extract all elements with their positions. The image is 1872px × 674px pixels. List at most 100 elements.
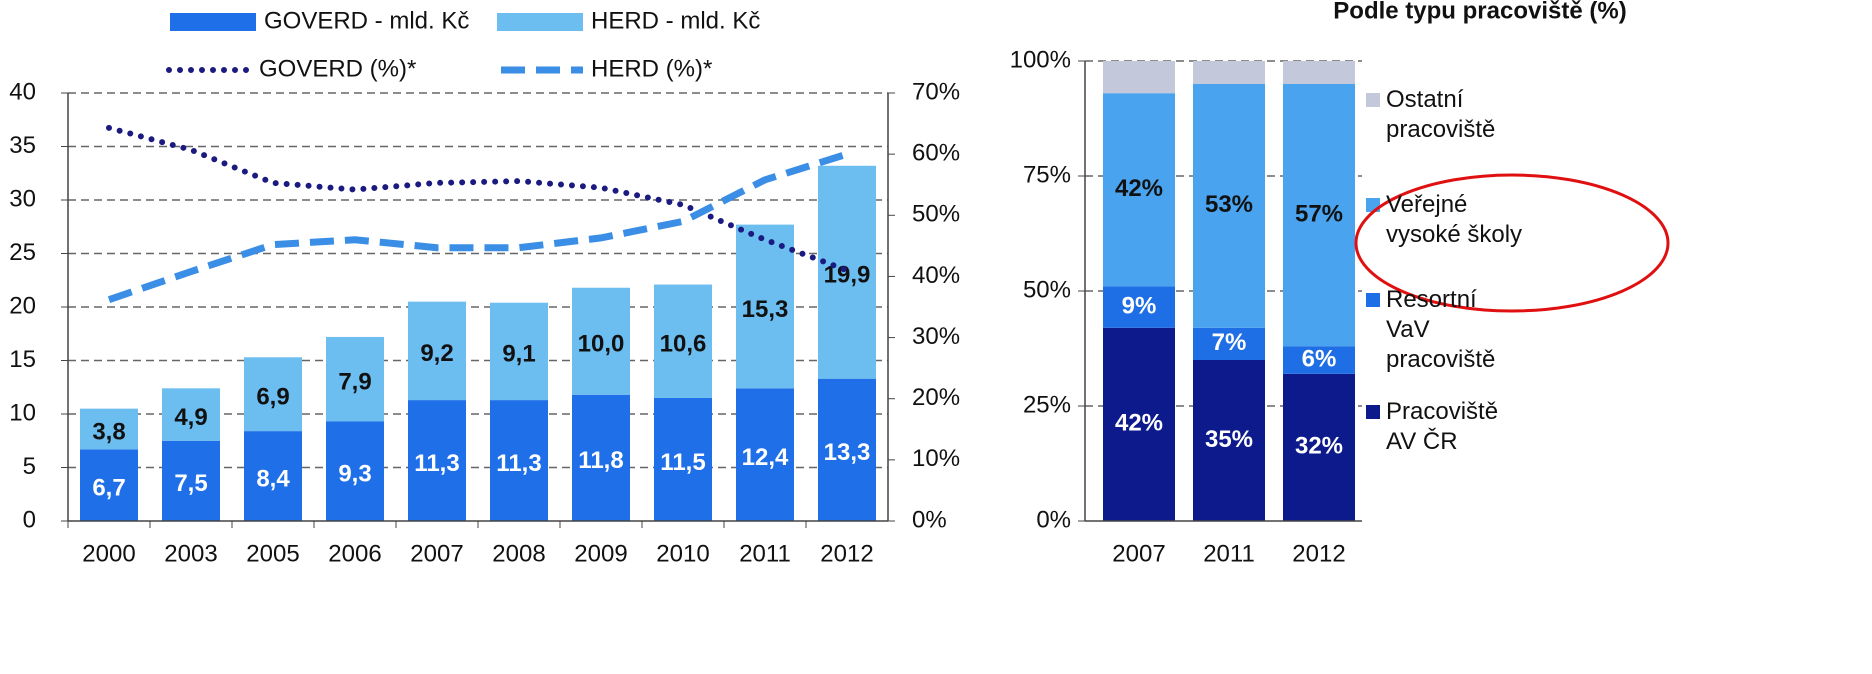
y-tick-label: 35 [9, 132, 36, 159]
y2-tick-label: 30% [912, 323, 960, 350]
bar-segment [1283, 84, 1355, 347]
y2-tick-label: 60% [912, 139, 960, 166]
line-series [107, 150, 849, 303]
x-tick-label: 2012 [820, 540, 873, 567]
bar [736, 224, 794, 389]
value-label: 15,3 [742, 296, 789, 323]
bar [736, 388, 794, 521]
y-tick-label: 25 [9, 239, 36, 266]
bar [572, 287, 630, 395]
x-tick-label: 2000 [82, 540, 135, 567]
y-tick-label: 30 [9, 185, 36, 212]
y-tick-label: 75% [1023, 161, 1071, 188]
legend-swatch [1366, 93, 1380, 107]
bar-segment [1103, 286, 1175, 328]
value-label: 7% [1212, 329, 1247, 356]
bar-segment [1103, 61, 1175, 94]
y2-tick-label: 40% [912, 262, 960, 289]
value-label: 9% [1122, 292, 1157, 319]
chart-title: Podle typu pracoviště (%) [1333, 0, 1626, 24]
bar-segment [1193, 360, 1265, 521]
value-label: 42% [1115, 410, 1163, 437]
x-tick-label: 2005 [246, 540, 299, 567]
value-label: 9,2 [420, 340, 453, 367]
legend-label: HERD (%)* [591, 55, 712, 82]
value-label: 7,5 [174, 470, 207, 497]
x-tick-label: 2010 [656, 540, 709, 567]
bar [408, 400, 466, 521]
bar-segment [1283, 373, 1355, 521]
value-label: 9,3 [338, 461, 371, 488]
x-tick-label: 2007 [1112, 540, 1165, 567]
x-tick-label: 2008 [492, 540, 545, 567]
legend-swatch [170, 13, 256, 31]
value-label: 9,1 [502, 341, 535, 368]
value-label: 53% [1205, 191, 1253, 218]
bar [162, 440, 220, 521]
x-tick-label: 2007 [410, 540, 463, 567]
y-tick-label: 20 [9, 292, 36, 319]
x-tick-label: 2006 [328, 540, 381, 567]
bar [326, 336, 384, 422]
y-tick-label: 100% [1010, 46, 1071, 73]
value-label: 11,3 [496, 450, 541, 477]
value-label: 11,5 [660, 449, 705, 476]
y2-tick-label: 10% [912, 445, 960, 472]
bar [490, 400, 548, 521]
bar [818, 165, 876, 379]
y-tick-label: 40 [9, 78, 36, 105]
bar-segment [1193, 84, 1265, 328]
bar [490, 302, 548, 401]
y2-tick-label: 0% [912, 506, 947, 533]
legend-swatch [1366, 405, 1380, 419]
legend-label: Veřejné vysoké školy [1386, 191, 1523, 248]
value-label: 3,8 [92, 418, 125, 445]
x-tick-label: 2009 [574, 540, 627, 567]
bar [80, 449, 138, 521]
bar-segment [1283, 61, 1355, 84]
value-label: 11,3 [414, 450, 459, 477]
y-tick-label: 15 [9, 346, 36, 373]
highlight-ellipse [1354, 173, 1670, 313]
x-tick-label: 2003 [164, 540, 217, 567]
value-label: 4,9 [174, 404, 207, 431]
y2-tick-label: 70% [912, 78, 960, 105]
bar [572, 394, 630, 521]
x-tick-label: 2012 [1292, 540, 1345, 567]
bar-segment [1283, 346, 1355, 374]
bar-segment [1193, 327, 1265, 360]
bar-segment [1193, 61, 1265, 84]
value-label: 6,7 [92, 474, 125, 501]
bar-segment [1103, 327, 1175, 521]
bar [654, 284, 712, 398]
bar [244, 431, 302, 521]
bar [654, 397, 712, 521]
legend-swatch [1366, 293, 1380, 307]
y-tick-label: 0 [23, 506, 36, 533]
value-label: 42% [1115, 175, 1163, 202]
y2-tick-label: 50% [912, 201, 960, 228]
y-tick-label: 25% [1023, 391, 1071, 418]
value-label: 32% [1295, 433, 1343, 460]
legend-label: Pracoviště AV ČR [1386, 398, 1499, 455]
value-label: 10,6 [660, 331, 707, 358]
y-tick-label: 5 [23, 453, 36, 480]
value-label: 10,0 [578, 331, 625, 358]
y-tick-label: 0% [1036, 506, 1071, 533]
bar [326, 421, 384, 521]
y-tick-label: 50% [1023, 276, 1071, 303]
value-label: 7,9 [338, 369, 371, 396]
legend-label: GOVERD (%)* [259, 55, 416, 82]
value-label: 6% [1302, 345, 1337, 372]
line-series [106, 124, 850, 274]
legend-label: Ostatní pracoviště [1386, 86, 1496, 143]
legend-swatch [497, 13, 583, 31]
legend-label: HERD - mld. Kč [591, 7, 760, 34]
value-label: 57% [1295, 200, 1343, 227]
x-tick-label: 2011 [739, 540, 791, 567]
y2-tick-label: 20% [912, 384, 960, 411]
bar [80, 408, 138, 450]
bar [818, 378, 876, 521]
